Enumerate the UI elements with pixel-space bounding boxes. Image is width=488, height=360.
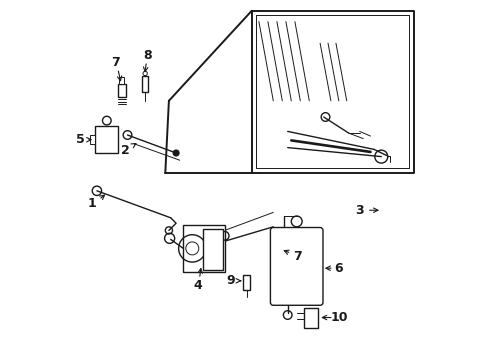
Circle shape [173, 150, 179, 156]
Bar [89, 135, 95, 144]
Bar [303, 308, 318, 328]
Bar [142, 76, 148, 92]
Bar [119, 77, 124, 84]
Bar [95, 126, 118, 153]
Text: 8: 8 [143, 49, 152, 62]
FancyBboxPatch shape [183, 225, 224, 272]
FancyBboxPatch shape [203, 229, 223, 270]
Text: 3: 3 [355, 204, 363, 217]
Text: 7: 7 [293, 250, 302, 263]
Text: 10: 10 [329, 311, 347, 324]
Bar [118, 84, 125, 97]
Text: 5: 5 [76, 133, 84, 146]
Text: 7: 7 [111, 57, 120, 69]
Text: 9: 9 [226, 274, 235, 287]
Text: 2: 2 [121, 144, 129, 157]
Text: 1: 1 [87, 197, 96, 210]
Text: 4: 4 [193, 279, 202, 292]
Bar [243, 275, 249, 290]
FancyBboxPatch shape [270, 228, 322, 305]
Text: 6: 6 [334, 262, 343, 275]
